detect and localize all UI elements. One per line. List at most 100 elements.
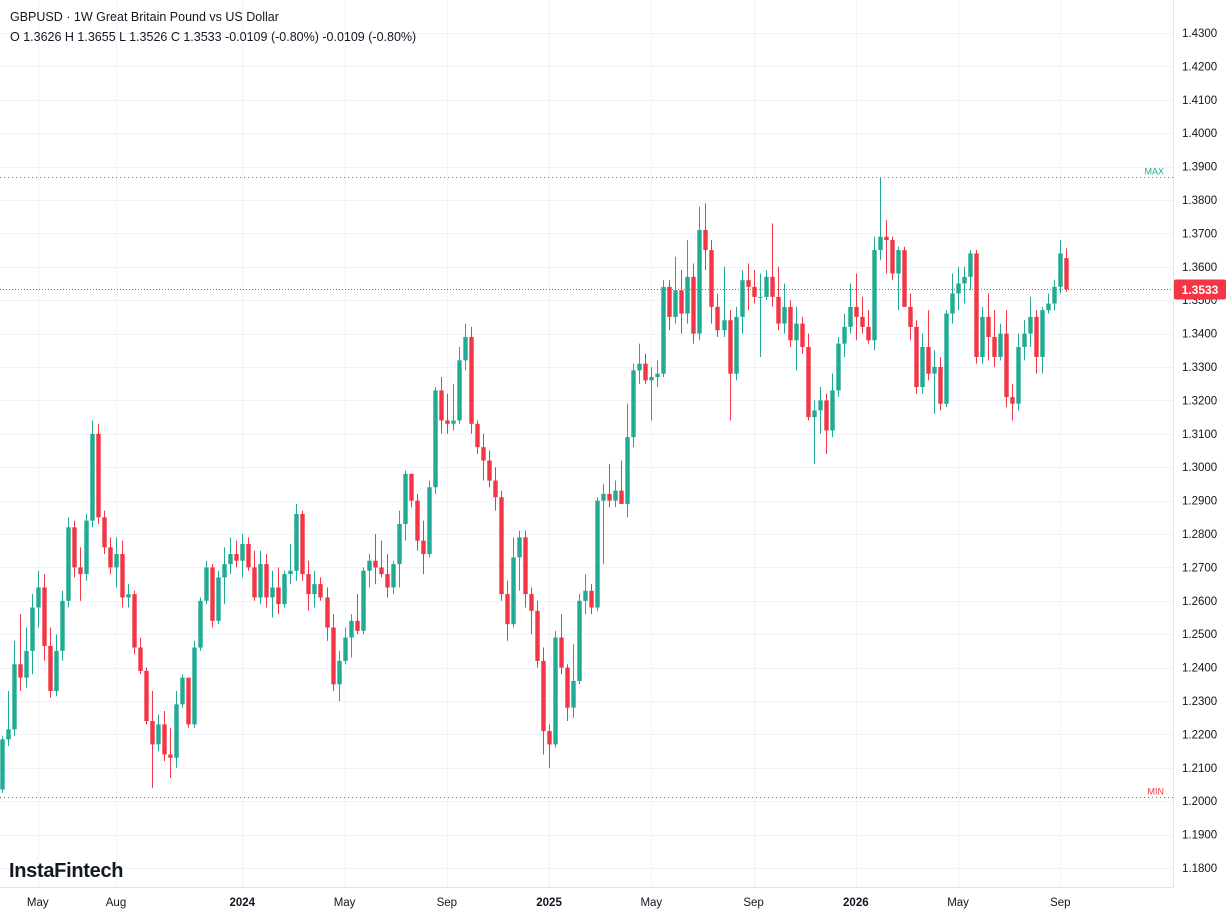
candle[interactable] xyxy=(709,240,714,324)
candle[interactable] xyxy=(36,570,41,628)
candle[interactable] xyxy=(1052,280,1057,311)
candle[interactable] xyxy=(270,570,275,618)
candle[interactable] xyxy=(1022,320,1027,361)
candle[interactable] xyxy=(180,674,185,708)
candle[interactable] xyxy=(806,333,811,421)
candle[interactable] xyxy=(54,634,59,696)
candle[interactable] xyxy=(108,537,113,575)
candle[interactable] xyxy=(770,223,775,307)
candle[interactable] xyxy=(601,483,606,565)
candle[interactable] xyxy=(547,724,552,768)
candle[interactable] xyxy=(306,560,311,611)
candle[interactable] xyxy=(42,574,47,661)
candle[interactable] xyxy=(643,353,648,384)
candle[interactable] xyxy=(487,450,492,488)
candle[interactable] xyxy=(818,387,823,434)
candle[interactable] xyxy=(740,270,745,334)
candle[interactable] xyxy=(433,387,438,494)
candle[interactable] xyxy=(884,220,889,274)
candle[interactable] xyxy=(156,714,161,752)
candle[interactable] xyxy=(343,627,348,665)
candle[interactable] xyxy=(908,293,913,341)
candle[interactable] xyxy=(312,570,317,608)
candle[interactable] xyxy=(144,667,149,725)
candle[interactable] xyxy=(950,273,955,324)
candle[interactable] xyxy=(974,250,979,364)
candle[interactable] xyxy=(427,480,432,558)
candle[interactable] xyxy=(607,463,612,508)
candle[interactable] xyxy=(896,246,901,311)
candle[interactable] xyxy=(198,597,203,651)
candle[interactable] xyxy=(258,550,263,605)
candle[interactable] xyxy=(932,350,937,414)
candle[interactable] xyxy=(529,587,534,635)
candle[interactable] xyxy=(872,236,877,351)
candle[interactable] xyxy=(66,517,71,608)
candle[interactable] xyxy=(764,270,769,301)
candle[interactable] xyxy=(439,377,444,434)
candle[interactable] xyxy=(824,393,829,454)
candle[interactable] xyxy=(776,266,781,331)
candle[interactable] xyxy=(72,520,77,578)
candle[interactable] xyxy=(30,594,35,675)
candle[interactable] xyxy=(18,614,23,691)
candle[interactable] xyxy=(523,530,528,608)
candle[interactable] xyxy=(90,420,95,528)
candle[interactable] xyxy=(968,250,973,291)
candle[interactable] xyxy=(800,316,805,354)
candle[interactable] xyxy=(168,727,173,778)
candle[interactable] xyxy=(150,690,155,788)
candle[interactable] xyxy=(890,236,895,281)
candle[interactable] xyxy=(794,306,799,371)
candle[interactable] xyxy=(24,627,29,688)
candle[interactable] xyxy=(703,203,708,271)
candle[interactable] xyxy=(577,594,582,685)
candle[interactable] xyxy=(102,510,107,555)
candle[interactable] xyxy=(162,711,167,762)
interval[interactable]: 1W xyxy=(73,10,93,24)
candle[interactable] xyxy=(920,333,925,394)
candle[interactable] xyxy=(619,460,624,504)
candle[interactable] xyxy=(349,614,354,658)
candle[interactable] xyxy=(493,467,498,511)
candle[interactable] xyxy=(685,240,690,324)
candle[interactable] xyxy=(331,614,336,691)
candle[interactable] xyxy=(848,283,853,334)
candle[interactable] xyxy=(318,577,323,601)
candle[interactable] xyxy=(210,564,215,628)
candle[interactable] xyxy=(409,473,414,508)
candle[interactable] xyxy=(126,584,131,608)
candle[interactable] xyxy=(836,336,841,398)
candle[interactable] xyxy=(337,650,342,701)
candle[interactable] xyxy=(758,273,763,357)
candle[interactable] xyxy=(583,574,588,615)
candle[interactable] xyxy=(571,644,576,718)
candle[interactable] xyxy=(565,664,570,722)
candle[interactable] xyxy=(788,300,793,347)
candle[interactable] xyxy=(589,584,594,615)
candle[interactable] xyxy=(361,567,366,635)
candle[interactable] xyxy=(403,470,408,541)
candle[interactable] xyxy=(325,587,330,641)
candle[interactable] xyxy=(1058,240,1063,294)
candle[interactable] xyxy=(631,363,636,448)
candle[interactable] xyxy=(697,206,702,341)
candle[interactable] xyxy=(722,266,727,337)
candle[interactable] xyxy=(878,177,883,261)
candle[interactable] xyxy=(782,283,787,334)
candle[interactable] xyxy=(379,540,384,578)
candle[interactable] xyxy=(866,310,871,344)
candle[interactable] xyxy=(541,647,546,755)
candle[interactable] xyxy=(463,323,468,371)
candle[interactable] xyxy=(505,580,510,641)
candle[interactable] xyxy=(499,490,504,601)
candle[interactable] xyxy=(96,423,101,524)
candle[interactable] xyxy=(992,310,997,367)
candle[interactable] xyxy=(391,560,396,595)
candle[interactable] xyxy=(679,270,684,334)
candle[interactable] xyxy=(252,550,257,601)
candle[interactable] xyxy=(1064,248,1069,292)
candle[interactable] xyxy=(397,510,402,588)
candle[interactable] xyxy=(421,520,426,575)
